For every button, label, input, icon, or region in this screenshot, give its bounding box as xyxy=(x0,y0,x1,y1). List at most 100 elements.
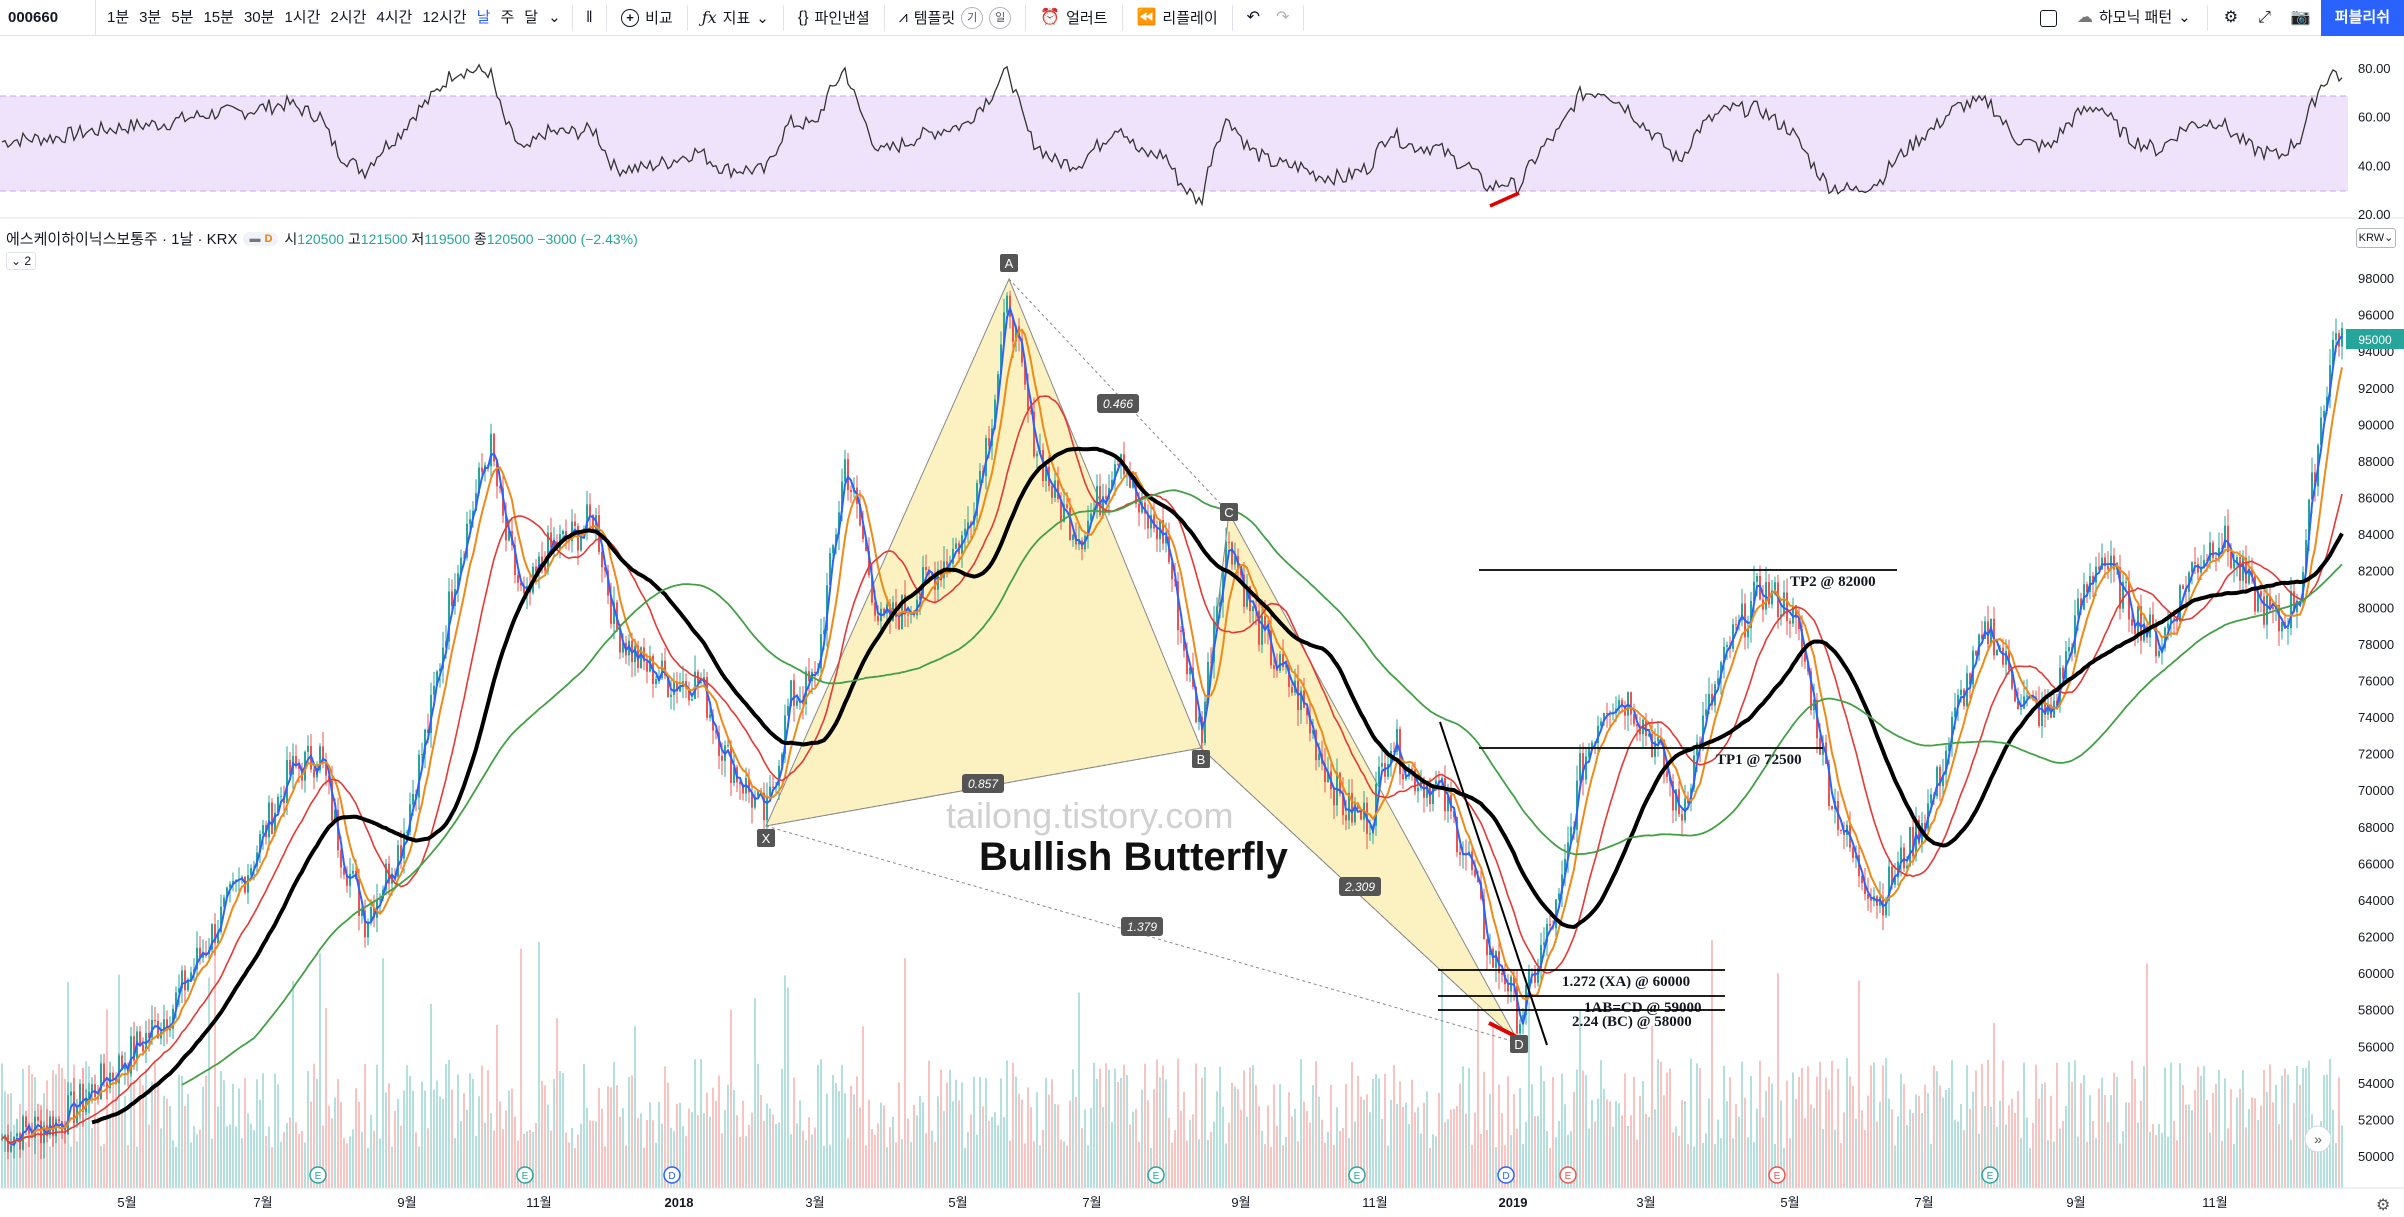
rsi-axis: 80.00 60.00 40.00 20.00 xyxy=(2358,61,2391,222)
currency-selector[interactable]: KRW⌄ xyxy=(2356,228,2396,248)
ratio-label-ac: 0.466 xyxy=(1097,394,1139,413)
fullscreen-button[interactable]: ⤢ xyxy=(2248,0,2281,36)
price-tick-label: 52000 xyxy=(2358,1112,2394,1127)
divider xyxy=(1121,4,1123,31)
settings-button[interactable]: ⚙ xyxy=(2214,0,2248,36)
time-tick-label: 5월 xyxy=(948,1195,967,1210)
interval-day[interactable]: 날 xyxy=(476,8,491,26)
interval-4h[interactable]: 4시간 xyxy=(376,8,413,26)
chevron-down-icon[interactable]: ⌄ xyxy=(548,8,561,26)
time-tick-label: 7월 xyxy=(1914,1195,1933,1210)
svg-text:E: E xyxy=(1565,1171,1572,1182)
open-value: 120500 xyxy=(297,230,345,247)
event-marker[interactable]: D xyxy=(1497,1166,1515,1184)
interval-month[interactable]: 달 xyxy=(524,8,539,26)
event-marker[interactable]: E xyxy=(1147,1166,1165,1184)
divider xyxy=(571,4,573,31)
pine-button[interactable]: {} 파인낸셜 xyxy=(790,0,878,36)
interval-5m[interactable]: 5분 xyxy=(171,8,194,26)
interval-1m[interactable]: 1분 xyxy=(107,8,130,26)
template-badge[interactable]: 기 xyxy=(961,6,984,29)
price-tick-label: 92000 xyxy=(2358,381,2394,396)
high-value: 121500 xyxy=(360,230,408,247)
axis-settings-button[interactable]: ⚙ xyxy=(2376,1197,2390,1214)
checkbox-icon xyxy=(2039,9,2057,27)
interval-1h[interactable]: 1시간 xyxy=(284,8,321,26)
event-marker[interactable]: E xyxy=(309,1166,327,1184)
chevron-down-icon[interactable]: ⌄ xyxy=(756,9,769,27)
compare-label: 비교 xyxy=(645,10,673,27)
rsi-tick-label: 80.00 xyxy=(2358,61,2391,76)
svg-text:D: D xyxy=(668,1171,675,1182)
rewind-icon: ⏪ xyxy=(1136,8,1157,26)
price-tick-label: 84000 xyxy=(2358,527,2394,542)
indicators-button[interactable]: ƒx 지표 ⌄ xyxy=(694,0,777,36)
rsi-tick-label: 40.00 xyxy=(2358,158,2391,173)
divider xyxy=(686,4,688,31)
divider xyxy=(883,4,885,31)
rsi-pane: 80.00 60.00 40.00 20.00 xyxy=(0,61,2404,222)
scroll-to-realtime-button[interactable]: » xyxy=(2304,1125,2332,1153)
undo-button[interactable]: ↶ xyxy=(1239,0,1268,36)
event-marker[interactable]: E xyxy=(1559,1166,1577,1184)
svg-text:C: C xyxy=(1224,505,1233,520)
harmonic-pattern-button[interactable]: ☁ 하모닉 패턴 ⌄ xyxy=(2067,0,2201,36)
svg-text:E: E xyxy=(1153,1171,1160,1182)
redo-icon: ↷ xyxy=(1276,8,1290,26)
ratio-label-xb: 0.857 xyxy=(962,774,1004,793)
price-tick-label: 74000 xyxy=(2358,710,2394,725)
svg-text:0.466: 0.466 xyxy=(1103,397,1133,411)
rsi-tick-label: 20.00 xyxy=(2358,207,2391,222)
currency-label: KRW xyxy=(2358,232,2385,244)
price-tick-label: 80000 xyxy=(2358,600,2394,615)
collapse-indicators-button[interactable]: ⌄ 2 xyxy=(6,252,36,270)
volume-bars xyxy=(1,940,2343,1188)
interval-15m[interactable]: 15분 xyxy=(203,8,234,26)
template-badge[interactable]: 일 xyxy=(989,6,1012,29)
divider xyxy=(606,4,608,31)
snapshot-button[interactable]: 📷 xyxy=(2281,0,2321,36)
price-tick-label: 90000 xyxy=(2358,417,2394,432)
time-tick-label: 9월 xyxy=(397,1195,416,1210)
chevron-down-icon[interactable]: ⌄ xyxy=(2178,9,2191,26)
alert-button[interactable]: ⏰ 얼러트 xyxy=(1032,0,1115,36)
interval-30m[interactable]: 30분 xyxy=(243,8,275,26)
replay-button[interactable]: ⏪ 리플레이 xyxy=(1129,0,1226,36)
interval-3m[interactable]: 3분 xyxy=(139,8,162,26)
interval-12h[interactable]: 12시간 xyxy=(422,8,467,26)
legend-title[interactable]: 에스케이하이닉스보통주 · 1날 · KRX xyxy=(6,231,238,248)
svg-text:E: E xyxy=(522,1171,529,1182)
svg-text:E: E xyxy=(1987,1171,1994,1182)
price-tick-label: 58000 xyxy=(2358,1003,2394,1018)
low-label: 저 xyxy=(411,230,425,247)
svg-text:2.309: 2.309 xyxy=(1344,880,1375,894)
redo-button[interactable]: ↷ xyxy=(1268,0,1297,36)
layout-toggle[interactable] xyxy=(2030,0,2067,36)
event-marker[interactable]: E xyxy=(1348,1166,1366,1184)
symbol-search[interactable]: 000660 xyxy=(0,0,96,36)
legend-badge[interactable]: ▬ D xyxy=(243,231,279,246)
vertex-c: C xyxy=(1220,503,1238,521)
event-marker[interactable]: E xyxy=(1768,1166,1786,1184)
open-label: 시 xyxy=(284,230,298,247)
event-marker[interactable]: D xyxy=(663,1166,681,1184)
event-marker[interactable]: E xyxy=(516,1166,534,1184)
interval-group: 1분 3분 5분 15분 30분 1시간 2시간 4시간 12시간 날 주 달 … xyxy=(96,0,566,36)
divider xyxy=(1231,4,1233,31)
interval-2h[interactable]: 2시간 xyxy=(330,8,367,26)
eye-icon: ▬ xyxy=(249,232,261,245)
templates-button[interactable]: ⩘ 템플릿 기 일 xyxy=(891,0,1019,36)
price-tick-label: 54000 xyxy=(2358,1076,2394,1091)
chart-style-button[interactable]: 𝍪 xyxy=(579,0,600,36)
svg-text:95000: 95000 xyxy=(2358,333,2392,347)
rsi-divergence-mark xyxy=(1489,191,1520,208)
price-tick-label: 66000 xyxy=(2358,856,2394,871)
svg-text:B: B xyxy=(1197,752,1206,767)
compare-button[interactable]: + 비교 xyxy=(613,0,681,36)
publish-button[interactable]: 퍼블리쉬 xyxy=(2320,0,2404,36)
pattern-line-xb xyxy=(765,747,1202,827)
double-chevron-right-icon: » xyxy=(2314,1131,2322,1147)
interval-week[interactable]: 주 xyxy=(500,8,515,26)
event-marker[interactable]: E xyxy=(1981,1166,1999,1184)
